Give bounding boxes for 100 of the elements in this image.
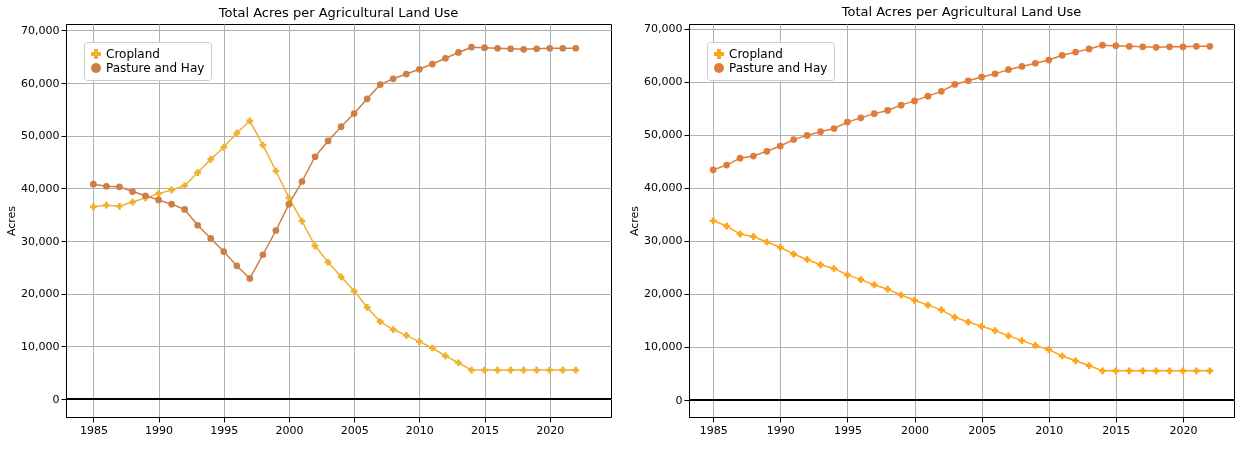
point [951, 81, 959, 88]
point [207, 156, 215, 163]
point [311, 242, 319, 250]
point [1193, 367, 1200, 375]
point [1045, 56, 1053, 64]
point [90, 203, 97, 211]
point [1058, 352, 1066, 360]
point [857, 276, 865, 283]
point [455, 359, 462, 367]
point [389, 326, 397, 333]
point [363, 304, 371, 311]
x-tick-label: 2015 [471, 423, 500, 437]
point [402, 70, 410, 78]
point [1206, 42, 1214, 50]
point [103, 182, 110, 190]
x-tick-label: 1990 [145, 423, 174, 437]
point [259, 141, 267, 149]
point [507, 45, 514, 53]
x-tick-label: 1985 [79, 423, 108, 437]
point [533, 45, 541, 53]
point [415, 338, 423, 346]
point [723, 222, 730, 230]
point [1072, 48, 1079, 56]
point [194, 169, 202, 176]
point [897, 101, 905, 109]
point [337, 123, 345, 131]
x-tick-label: 2005 [340, 423, 369, 437]
point [350, 110, 358, 117]
point [546, 366, 554, 374]
legend-label: Pasture and Hay [106, 61, 205, 75]
x-tick-label: 2020 [1169, 423, 1198, 437]
point [1193, 42, 1200, 50]
point [415, 65, 423, 73]
x-tick-label: 2005 [968, 423, 997, 437]
point [991, 70, 999, 78]
point [429, 344, 436, 352]
point [750, 152, 757, 160]
point [168, 200, 175, 208]
point [938, 88, 945, 95]
y-tick-label: 60,000 [21, 76, 60, 90]
y-tick-label: 10,000 [644, 340, 683, 354]
point [776, 243, 784, 251]
point [481, 44, 488, 52]
x-tick-label: 1985 [699, 423, 728, 437]
point [1112, 42, 1120, 50]
y-tick-label: 0 [675, 393, 683, 407]
point [559, 44, 567, 52]
point [790, 136, 798, 143]
point [220, 143, 228, 151]
x-tick-label: 1995 [210, 423, 239, 437]
point [572, 44, 580, 52]
point [324, 137, 332, 145]
point [572, 366, 580, 374]
y-tick-label: 30,000 [644, 234, 683, 248]
point [884, 107, 892, 114]
point [116, 183, 123, 191]
point [520, 45, 527, 53]
point [285, 200, 293, 208]
point [181, 206, 188, 213]
point [1099, 367, 1106, 375]
point [1031, 59, 1039, 67]
point [363, 95, 371, 103]
y-tick-label: 10,000 [21, 339, 60, 353]
point [468, 366, 475, 374]
point [1072, 357, 1079, 365]
y-tick-label: 20,000 [21, 287, 60, 301]
y-tick-label: 70,000 [21, 23, 60, 37]
y-tick-label: 40,000 [21, 181, 60, 195]
point [259, 251, 267, 259]
legend-label: Cropland [729, 47, 783, 61]
point [311, 153, 319, 161]
point [911, 97, 918, 105]
point [442, 54, 449, 62]
point [272, 227, 280, 234]
point [481, 366, 488, 374]
point [1085, 45, 1093, 53]
point [376, 81, 384, 88]
point [709, 166, 717, 174]
point [220, 248, 228, 255]
x-tick-label: 2000 [901, 423, 930, 437]
x-tick-label: 2010 [405, 423, 434, 437]
point [233, 129, 241, 137]
point [776, 142, 784, 150]
point [723, 161, 730, 169]
point [1085, 362, 1093, 369]
point [803, 132, 811, 139]
chart-title: Total Acres per Agricultural Land Use [840, 3, 1082, 19]
point [763, 147, 771, 155]
x-tick-label: 1990 [766, 423, 795, 437]
y-tick-label: 50,000 [21, 129, 60, 143]
point [736, 154, 744, 162]
point [1045, 346, 1053, 353]
y-tick-label: 40,000 [644, 181, 683, 195]
point [376, 318, 384, 325]
point [1005, 66, 1012, 73]
point [884, 285, 892, 293]
y-tick-label: 0 [52, 392, 60, 406]
y-axis-title: Acres [628, 205, 642, 237]
point [129, 188, 136, 195]
point [155, 190, 162, 197]
